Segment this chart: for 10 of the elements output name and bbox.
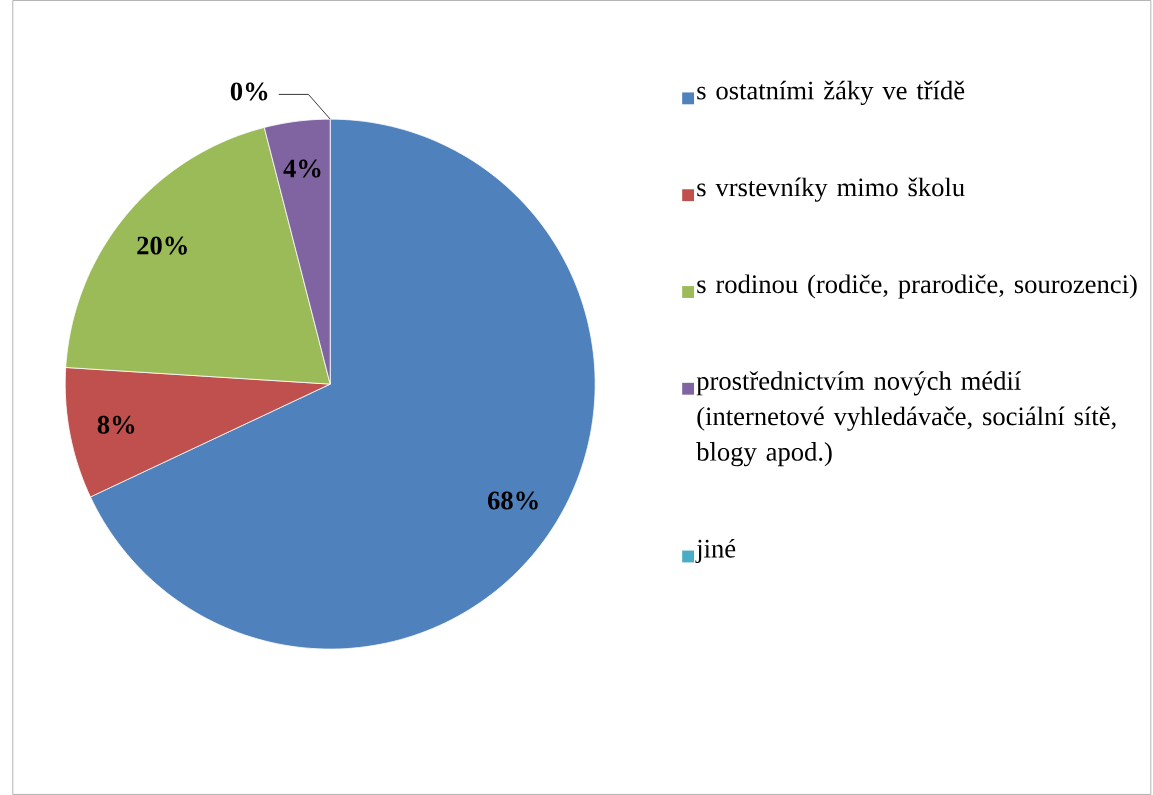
data-label: 4% — [283, 159, 321, 178]
legend-label: prostřednictvím nových médií (internetové vyhledávače, sociální sítě, blogy apod.) — [696, 371, 1116, 467]
data-label: 68% — [487, 491, 538, 510]
legend-label: s vrstevníky mimo školu — [697, 177, 965, 202]
data-label: 20% — [137, 236, 187, 255]
text: 0% — [230, 82, 268, 101]
legend-label: s rodinou (rodiče, prarodiče, sourozenci) — [697, 274, 1137, 299]
legend-label: jiné — [695, 538, 736, 564]
data-label: 8% — [97, 415, 135, 434]
legend-label: s ostatními žáky ve třídě — [697, 80, 965, 106]
